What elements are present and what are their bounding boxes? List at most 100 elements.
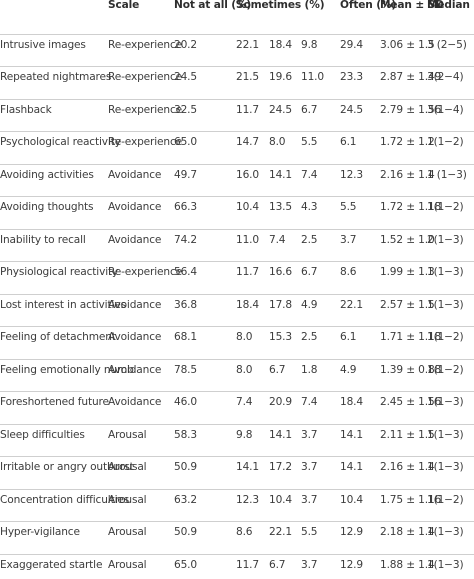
cell-often: 8.6 bbox=[340, 266, 357, 278]
table-row: Irritable or angry outburst Arousal 50.9 14… bbox=[0, 456, 474, 490]
cell-item: Concentration difficulties bbox=[0, 493, 130, 506]
cell-mean-sd: 3.06 ± 1.5 bbox=[380, 38, 435, 51]
cell-median-iqr: 3(1−4) bbox=[427, 103, 464, 116]
cell-median-iqr: 1(1−3) bbox=[427, 298, 464, 311]
cell-median-iqr: 1(1−2) bbox=[427, 363, 464, 376]
cell-not-at-all: 24.5 bbox=[174, 71, 197, 83]
cell-often: 4.9 bbox=[340, 363, 357, 376]
cell-sometimes-2: 18.4 bbox=[269, 38, 292, 51]
cell-scale: Re-experience bbox=[108, 71, 182, 83]
cell-median-iqr: 1(1−2) bbox=[427, 331, 464, 343]
cell-item: Avoiding thoughts bbox=[0, 201, 94, 213]
cell-sometimes-2: 17.8 bbox=[269, 298, 292, 311]
cell-sometimes-3: 11.0 bbox=[301, 71, 324, 83]
cell-not-at-all: 68.1 bbox=[174, 331, 197, 343]
cell-mean-sd: 2.57 ± 1.5 bbox=[380, 298, 435, 311]
cell-scale: Avoidance bbox=[108, 233, 162, 246]
table-row: Avoiding activities Avoidance 49.7 16.0 14.1… bbox=[0, 164, 474, 197]
cell-sometimes-1: 21.5 bbox=[236, 71, 259, 83]
cell-sometimes-2: 22.1 bbox=[269, 526, 292, 538]
cell-sometimes-3: 9.8 bbox=[301, 38, 318, 51]
cell-not-at-all: 65.0 bbox=[174, 136, 197, 148]
cell-median-iqr: 3 (2−5) bbox=[427, 38, 467, 51]
cell-mean-sd: 2.87 ± 1.49 bbox=[380, 71, 442, 83]
table-row: Inability to recall Avoidance 74.2 11.0 7.4 2… bbox=[0, 229, 474, 262]
cell-often: 14.1 bbox=[340, 461, 363, 473]
cell-often: 12.9 bbox=[340, 526, 363, 538]
cell-mean-sd: 1.71 ± 1.18 bbox=[380, 331, 442, 343]
cell-sometimes-1: 14.7 bbox=[236, 136, 259, 148]
cell-often: 24.5 bbox=[340, 103, 363, 116]
cell-scale: Avoidance bbox=[108, 298, 162, 311]
cell-item: Avoiding activities bbox=[0, 168, 94, 181]
cell-median-iqr: 1(1−3) bbox=[427, 396, 464, 408]
cell-scale: Re-experience bbox=[108, 38, 182, 51]
cell-sometimes-3: 7.4 bbox=[301, 396, 318, 408]
cell-mean-sd: 2.45 ± 1.56 bbox=[380, 396, 442, 408]
cell-sometimes-1: 11.7 bbox=[236, 558, 259, 571]
table-row: Physiological reactivity Re-experience 56.… bbox=[0, 261, 474, 295]
cell-median-iqr: 1(1−2) bbox=[427, 136, 464, 148]
table-row: Avoiding thoughts Avoidance 66.3 10.4 13.5 4.… bbox=[0, 196, 474, 230]
cell-item: Hyper-vigilance bbox=[0, 526, 80, 538]
header-item bbox=[0, 0, 108, 34]
cell-median-iqr: 3(2−4) bbox=[427, 71, 464, 83]
header-scale: Scale bbox=[108, 0, 140, 11]
cell-not-at-all: 50.9 bbox=[174, 526, 197, 538]
cell-sometimes-1: 12.3 bbox=[236, 493, 259, 506]
header-median-iqr: Median (IQR) bbox=[427, 0, 474, 11]
cell-sometimes-3: 5.5 bbox=[301, 136, 318, 148]
cell-sometimes-2: 6.7 bbox=[269, 558, 286, 571]
cell-sometimes-2: 14.1 bbox=[269, 168, 292, 181]
cell-not-at-all: 78.5 bbox=[174, 363, 197, 376]
cell-often: 12.9 bbox=[340, 558, 363, 571]
cell-sometimes-2: 19.6 bbox=[269, 71, 292, 83]
cell-sometimes-3: 2.5 bbox=[301, 233, 318, 246]
cell-not-at-all: 66.3 bbox=[174, 201, 197, 213]
cell-sometimes-1: 8.0 bbox=[236, 331, 253, 343]
cell-scale: Avoidance bbox=[108, 331, 162, 343]
cell-sometimes-2: 13.5 bbox=[269, 201, 292, 213]
cell-sometimes-3: 1.8 bbox=[301, 363, 318, 376]
cell-scale: Avoidance bbox=[108, 168, 162, 181]
cell-not-at-all: 65.0 bbox=[174, 558, 197, 571]
cell-sometimes-1: 11.0 bbox=[236, 233, 259, 246]
cell-mean-sd: 2.11 ± 1.5 bbox=[380, 428, 435, 441]
cell-scale: Avoidance bbox=[108, 201, 162, 213]
cell-item: Exaggerated startle bbox=[0, 558, 103, 571]
cell-often: 14.1 bbox=[340, 428, 363, 441]
cell-not-at-all: 50.9 bbox=[174, 461, 197, 473]
cell-not-at-all: 74.2 bbox=[174, 233, 197, 246]
cell-mean-sd: 2.18 ± 1.4 bbox=[380, 526, 435, 538]
cell-item: Inability to recall bbox=[0, 233, 86, 246]
cell-scale: Arousal bbox=[108, 526, 147, 538]
header-not-at-all: Not at all (%) bbox=[174, 0, 252, 11]
cell-often: 6.1 bbox=[340, 136, 357, 148]
cell-not-at-all: 49.7 bbox=[174, 168, 197, 181]
cell-item: Foreshortened future bbox=[0, 396, 109, 408]
cell-often: 29.4 bbox=[340, 38, 363, 51]
table-body: Intrusive images Re-experience 20.2 22.1 18.… bbox=[0, 34, 474, 579]
cell-median-iqr: 1 (1−3) bbox=[427, 168, 467, 181]
table-row: Repeated nightmares Re-experience 24.5 21.5… bbox=[0, 66, 474, 100]
table-row: Psychological reactivity Re-experience 65.… bbox=[0, 131, 474, 165]
cell-scale: Arousal bbox=[108, 493, 147, 506]
cell-often: 5.5 bbox=[340, 201, 357, 213]
cell-often: 22.1 bbox=[340, 298, 363, 311]
cell-sometimes-2: 6.7 bbox=[269, 363, 286, 376]
cell-item: Intrusive images bbox=[0, 38, 86, 51]
table-row: Concentration difficulties Arousal 63.2 12.… bbox=[0, 489, 474, 522]
cell-scale: Re-experience bbox=[108, 266, 182, 278]
cell-sometimes-3: 3.7 bbox=[301, 428, 318, 441]
cell-not-at-all: 36.8 bbox=[174, 298, 197, 311]
table-row: Hyper-vigilance Arousal 50.9 8.6 22.1 5.5 12.9… bbox=[0, 521, 474, 555]
cell-sometimes-2: 14.1 bbox=[269, 428, 292, 441]
cell-sometimes-2: 20.9 bbox=[269, 396, 292, 408]
cell-not-at-all: 56.4 bbox=[174, 266, 197, 278]
cell-sometimes-3: 5.5 bbox=[301, 526, 318, 538]
cell-sometimes-1: 18.4 bbox=[236, 298, 259, 311]
header-mean-sd: Mean ± SD bbox=[380, 0, 444, 11]
cell-mean-sd: 1.75 ± 1.16 bbox=[380, 493, 442, 506]
cell-sometimes-1: 14.1 bbox=[236, 461, 259, 473]
